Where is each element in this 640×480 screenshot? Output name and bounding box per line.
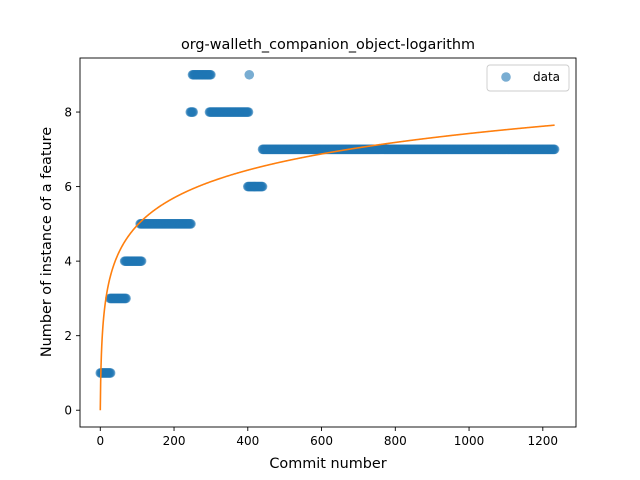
legend-marker-data — [501, 72, 511, 82]
y-axis-label: Number of instance of a feature — [39, 127, 55, 357]
axes-frame — [79, 57, 577, 428]
data-point — [243, 107, 254, 117]
x-tick-label: 600 — [310, 434, 333, 448]
y-axis-ticks: 0 2 4 6 8 — [64, 106, 80, 418]
y-tick-label: 6 — [64, 180, 72, 194]
data-series — [95, 69, 560, 378]
legend-label-data: data — [533, 70, 560, 84]
x-tick-label: 200 — [163, 434, 186, 448]
y-tick-label: 4 — [64, 255, 72, 269]
chart-title: org-walleth_companion_object-logarithm — [181, 37, 475, 53]
x-tick-label: 800 — [384, 434, 407, 448]
y-tick-label: 2 — [64, 329, 72, 343]
fit-line — [99, 124, 555, 411]
legend-box — [486, 64, 570, 92]
data-point — [244, 69, 255, 80]
legend: data — [486, 64, 570, 92]
x-tick-label: 1000 — [454, 434, 485, 448]
data-point — [549, 144, 560, 155]
data-point — [188, 107, 199, 117]
data-point — [121, 293, 131, 304]
data-point — [136, 256, 147, 266]
y-tick-label: 0 — [64, 404, 72, 418]
x-tick-label: 1200 — [528, 434, 559, 448]
data-point — [105, 368, 116, 378]
y-tick-label: 8 — [64, 106, 72, 120]
x-tick-label: 400 — [236, 434, 259, 448]
data-point — [206, 69, 216, 80]
x-axis-ticks: 0 200 400 600 800 1000 1200 — [96, 427, 558, 448]
data-point — [186, 219, 196, 229]
plot-area: 0 200 400 600 800 1000 1200 0 2 4 6 8 — [64, 57, 577, 448]
x-axis-label: Commit number — [269, 456, 386, 472]
data-point — [257, 181, 268, 192]
x-tick-label: 0 — [96, 434, 104, 448]
